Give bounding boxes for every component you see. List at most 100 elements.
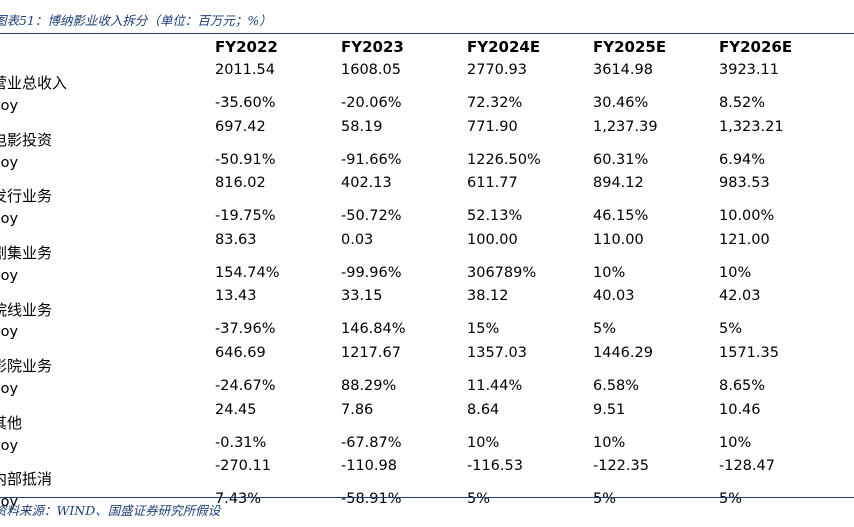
row-label: 其他 (0, 413, 23, 432)
value-cell: 58.19 (341, 118, 383, 135)
value-cell: 13.43 (215, 288, 257, 305)
table-row: 内部抵消 -270.11 -110.98 -116.53 -122.35 -128.47 (0, 456, 854, 488)
value-cell: -58.91% (341, 491, 402, 508)
row-label: yoy (0, 324, 19, 341)
value-cell: 5% (593, 491, 617, 508)
value-cell: 306789% (467, 264, 537, 281)
value-cell: 983.53 (719, 175, 770, 192)
value-cell: 72.32% (467, 94, 523, 111)
value-cell: -122.35 (593, 458, 649, 475)
value-cell: 11.44% (467, 377, 523, 394)
value-cell: 24.45 (215, 401, 257, 418)
value-cell: 110.00 (593, 231, 644, 248)
table-row: yoy 154.74% -99.96% 306789% 10% 10% (0, 259, 854, 286)
value-cell: 40.03 (593, 288, 635, 305)
value-cell: 10% (467, 434, 500, 451)
value-cell: -99.96% (341, 264, 402, 281)
value-cell: 5% (467, 491, 491, 508)
header-row: FY2022 FY2023 FY2024E FY2025E FY2026E (0, 34, 854, 60)
value-cell: 9.51 (593, 401, 626, 418)
value-cell: 2011.54 (215, 62, 275, 78)
value-cell: 771.90 (467, 118, 518, 135)
row-label-cell: 营业总收入 (0, 60, 212, 92)
value-cell: -20.06% (341, 94, 402, 111)
value-cell: 8.52% (719, 94, 766, 111)
value-cell: -116.53 (467, 458, 523, 475)
value-cell: 8.64 (467, 401, 500, 418)
value-cell: 1357.03 (467, 344, 527, 361)
row-label-cell: yoy (0, 316, 212, 343)
column-header: FY2024E (467, 38, 541, 56)
value-cell: -91.66% (341, 151, 402, 168)
row-label: 发行业务 (0, 187, 53, 206)
row-label: 内部抵消 (0, 470, 53, 489)
value-cell: 10% (719, 264, 752, 281)
column-header: FY2025E (593, 38, 667, 56)
row-label-cell: 影院业务 (0, 343, 212, 375)
value-cell: 121.00 (719, 231, 770, 248)
row-label: yoy (0, 97, 19, 114)
table-row: 发行业务 816.02 402.13 611.77 894.12 983.53 (0, 173, 854, 205)
row-label: 营业总收入 (0, 74, 68, 93)
row-label-cell: 电影投资 (0, 117, 212, 149)
value-cell: 894.12 (593, 175, 644, 192)
value-cell: 697.42 (215, 118, 266, 135)
value-cell: 1571.35 (719, 344, 779, 361)
value-cell: 8.65% (719, 377, 766, 394)
table-row: 院线业务 13.43 33.15 38.12 40.03 42.03 (0, 286, 854, 319)
value-cell: -128.47 (719, 458, 775, 475)
value-cell: 816.02 (215, 175, 266, 192)
value-cell: 30.46% (593, 94, 649, 111)
value-cell: -19.75% (215, 208, 276, 225)
value-cell: 3923.11 (719, 62, 779, 78)
value-cell: 5% (593, 321, 617, 338)
value-cell: 88.29% (341, 377, 397, 394)
row-label: yoy (0, 267, 19, 284)
table-row: yoy -24.67% 88.29% 11.44% 6.58% 8.65% (0, 372, 854, 399)
row-label: yoy (0, 380, 19, 397)
value-cell: 10.00% (719, 208, 775, 225)
value-cell: 15% (467, 321, 500, 338)
table-row: yoy -50.91% -91.66% 1226.50% 60.31% 6.94% (0, 146, 854, 173)
table-row: 其他 24.45 7.86 8.64 9.51 10.46 (0, 400, 854, 432)
value-cell: 33.15 (341, 288, 383, 305)
value-cell: -67.87% (341, 434, 402, 451)
value-cell: 83.63 (215, 231, 257, 248)
value-cell: 2770.93 (467, 62, 527, 78)
value-cell: -110.98 (341, 458, 397, 475)
value-cell: -35.60% (215, 94, 276, 111)
value-cell: 6.58% (593, 377, 640, 394)
row-label-cell: yoy (0, 429, 212, 456)
value-cell: -50.72% (341, 208, 402, 225)
row-label-cell: yoy (0, 372, 212, 399)
column-header: FY2023 (341, 38, 404, 56)
top-rule (0, 33, 854, 34)
value-cell: 1608.05 (341, 62, 401, 78)
row-label: yoy (0, 437, 19, 454)
value-cell: 52.13% (467, 208, 523, 225)
table-row: yoy 7.43% -58.91% 5% 5% 5% (0, 485, 854, 512)
row-label-cell: yoy (0, 146, 212, 173)
value-cell: 46.15% (593, 208, 649, 225)
value-cell: 10.46 (719, 401, 761, 418)
row-label-cell: 剧集业务 (0, 230, 212, 262)
value-cell: 7.43% (215, 491, 262, 508)
row-label: yoy (0, 154, 19, 171)
value-cell: -270.11 (215, 458, 271, 475)
row-label-cell: 院线业务 (0, 286, 212, 319)
table-row: yoy -37.96% 146.84% 15% 5% 5% (0, 316, 854, 343)
row-label: 影院业务 (0, 357, 53, 376)
value-cell: 3614.98 (593, 62, 653, 78)
value-cell: 646.69 (215, 344, 266, 361)
row-label: yoy (0, 494, 19, 511)
table-row: yoy -35.60% -20.06% 72.32% 30.46% 8.52% (0, 89, 854, 116)
table-row: 影院业务 646.69 1217.67 1357.03 1446.29 1571.35 (0, 343, 854, 375)
table-row: 营业总收入 2011.54 1608.05 2770.93 3614.98 3923.11 (0, 60, 854, 92)
row-label-cell: 内部抵消 (0, 456, 212, 488)
value-cell: 5% (719, 491, 743, 508)
row-label: 院线业务 (0, 300, 53, 319)
row-label: 剧集业务 (0, 244, 53, 263)
table-row: 电影投资 697.42 58.19 771.90 1,237.39 1,323.21 (0, 117, 854, 149)
row-label: 电影投资 (0, 130, 53, 149)
row-label-cell: yoy (0, 259, 212, 286)
